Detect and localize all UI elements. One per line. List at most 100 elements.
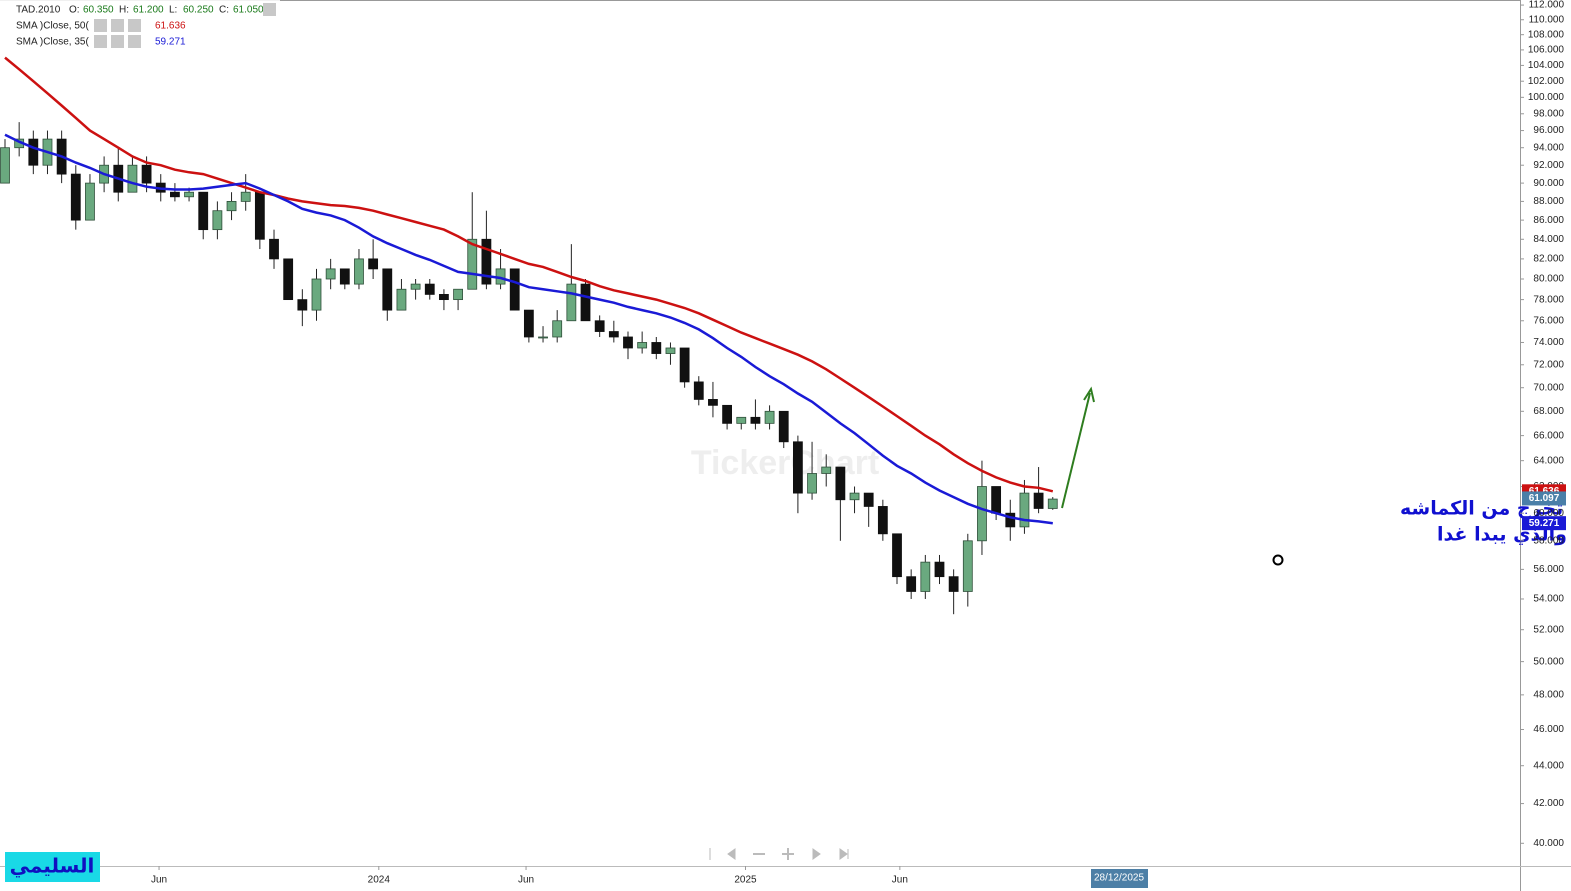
nav-end[interactable]	[839, 848, 849, 860]
author-badge	[5, 852, 100, 882]
candle-body	[608, 331, 619, 338]
y-tick-label: 112.000	[1529, 0, 1565, 11]
candle-body	[170, 191, 180, 198]
candle-body	[877, 506, 888, 535]
y-tick-label: 50.000	[1533, 656, 1564, 667]
y-tick-label: 102.000	[1528, 76, 1565, 87]
price-badge-label: 61.636	[1529, 486, 1560, 497]
y-tick-label: 108.000	[1528, 29, 1565, 40]
candle-body	[552, 320, 563, 338]
candle-body	[623, 336, 633, 349]
nav-zoom-in[interactable]	[782, 848, 794, 860]
icon[interactable]	[94, 19, 107, 32]
y-tick-label: 52.000	[1533, 624, 1564, 635]
candle-body	[977, 486, 987, 542]
y-tick-label: 86.000	[1533, 215, 1564, 226]
candle-body	[778, 410, 789, 443]
price-badge-label: 59.271	[1529, 518, 1560, 529]
candle-body	[906, 576, 917, 592]
nav-right[interactable]	[812, 848, 821, 860]
icon[interactable]	[128, 19, 141, 32]
x-tick-label: 2025	[734, 875, 757, 886]
candle-body	[651, 342, 662, 354]
candle-body	[254, 191, 265, 240]
y-tick-label: 66.000	[1533, 430, 1564, 441]
arrow-head	[1083, 386, 1095, 403]
y-tick-label: 44.000	[1533, 760, 1564, 771]
x-tick-label: 2024	[368, 875, 391, 886]
candle-body	[424, 283, 435, 295]
candle-body	[396, 288, 407, 311]
icon[interactable]	[111, 19, 124, 32]
candle-body	[509, 268, 520, 311]
candle-body	[0, 147, 10, 184]
candle-body	[481, 238, 492, 285]
candle-body	[28, 138, 39, 166]
candle-body	[580, 283, 591, 322]
y-tick-label: 104.000	[1528, 60, 1565, 71]
candle-body	[523, 309, 534, 338]
y-tick-label: 96.000	[1533, 125, 1564, 136]
y-tick-label: 40.000	[1533, 838, 1564, 849]
candle-body	[863, 492, 874, 507]
candle-body	[1047, 498, 1058, 509]
y-tick-label: 84.000	[1533, 234, 1564, 245]
y-tick-label: 80.000	[1533, 274, 1564, 285]
y-tick-label: 78.000	[1533, 294, 1564, 305]
icon[interactable]	[128, 35, 141, 48]
candle-body	[240, 191, 251, 202]
candle-body	[85, 182, 95, 221]
x-tick-label: Jun	[151, 875, 167, 886]
candle-body	[297, 299, 308, 311]
candle-body	[991, 486, 1002, 514]
sma-line	[4, 56, 1054, 493]
author: السليمي	[10, 854, 95, 879]
candle-body	[269, 238, 279, 260]
y-tick-label: 54.000	[1533, 594, 1564, 605]
nav-left[interactable]	[727, 848, 736, 860]
price-badge	[1522, 491, 1566, 506]
icon[interactable]	[111, 35, 124, 48]
icon[interactable]	[94, 35, 107, 48]
indicator-name: SMA )Close, 35(	[16, 37, 89, 48]
y-tick-label: 100.000	[1528, 92, 1565, 103]
candle-body	[665, 347, 676, 354]
y-tick-label: 106.000	[1528, 45, 1565, 56]
icon[interactable]	[263, 3, 276, 16]
candle-body	[538, 336, 548, 339]
candle-body	[679, 347, 690, 383]
candle-body	[410, 283, 421, 290]
candle-body	[962, 540, 973, 592]
y-tick-label: 82.000	[1533, 254, 1564, 265]
indicator-name: SMA )Close, 50(	[16, 21, 89, 32]
watermark: TickerChart	[691, 444, 879, 482]
ohlc-value: 60.350	[83, 5, 114, 16]
candle-body	[339, 268, 350, 285]
candle-body	[1033, 492, 1044, 509]
date-badge	[1091, 869, 1148, 888]
y-tick-label: 42.000	[1533, 798, 1564, 809]
indicator-value: 59.271	[155, 37, 186, 48]
y-tick-label: 110.000	[1529, 14, 1565, 25]
candle-body	[821, 466, 832, 474]
ohlc-key: C:	[219, 5, 229, 16]
candle-body	[354, 258, 364, 285]
candle-body	[141, 164, 152, 184]
ohlc-value: 60.250	[183, 5, 214, 16]
y-tick-label: 46.000	[1533, 724, 1564, 735]
x-tick-label: Jun	[518, 875, 534, 886]
candle-body	[792, 441, 803, 494]
y-tick-label: 74.000	[1533, 337, 1564, 348]
candle-body	[892, 533, 902, 578]
candle-body	[807, 473, 817, 494]
circle-marker	[1272, 554, 1284, 566]
price-badge-label: 61.097	[1529, 493, 1560, 504]
ohlc-key: L:	[169, 5, 177, 16]
candle-body	[70, 173, 81, 221]
candle-body	[184, 191, 194, 198]
candle-body	[835, 466, 846, 501]
candle-body	[750, 416, 761, 424]
y-tick-label: 68.000	[1533, 406, 1564, 417]
y-tick-label: 56.000	[1533, 564, 1564, 575]
candle-body	[948, 576, 959, 592]
